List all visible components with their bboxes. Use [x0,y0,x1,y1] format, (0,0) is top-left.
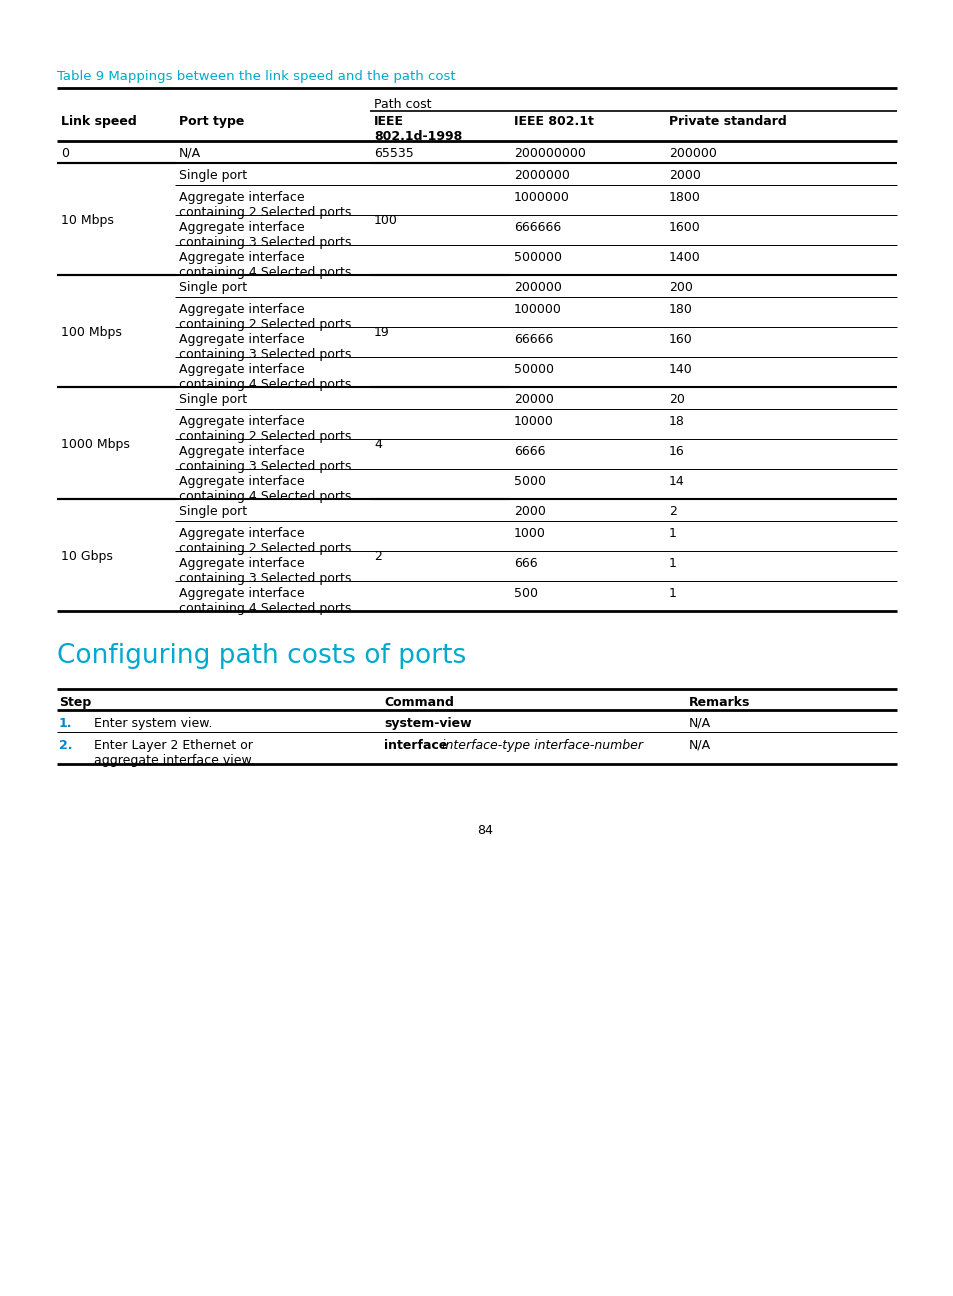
Text: Aggregate interface
containing 3 Selected ports: Aggregate interface containing 3 Selecte… [179,557,351,584]
Text: 2000: 2000 [514,505,545,518]
Text: N/A: N/A [179,146,201,159]
Text: 1400: 1400 [668,251,700,264]
Text: 1000: 1000 [514,527,545,540]
Text: 6666: 6666 [514,445,545,457]
Text: Table 9 Mappings between the link speed and the path cost: Table 9 Mappings between the link speed … [57,70,456,83]
Text: Aggregate interface
containing 2 Selected ports: Aggregate interface containing 2 Selecte… [179,303,351,330]
Text: 666666: 666666 [514,222,560,235]
Text: 1800: 1800 [668,191,700,203]
Text: 65535: 65535 [374,146,414,159]
Text: 2.: 2. [59,739,72,752]
Text: 10000: 10000 [514,415,554,428]
Text: 20000: 20000 [514,393,554,406]
Text: 20: 20 [668,393,684,406]
Text: Remarks: Remarks [688,696,750,709]
Text: Single port: Single port [179,505,247,518]
Text: Private standard: Private standard [668,115,786,128]
Text: Aggregate interface
containing 2 Selected ports: Aggregate interface containing 2 Selecte… [179,415,351,443]
Text: 1000 Mbps: 1000 Mbps [61,438,130,451]
Text: 4: 4 [374,438,381,451]
Text: Port type: Port type [179,115,244,128]
Text: 140: 140 [668,363,692,376]
Text: Path cost: Path cost [374,98,431,111]
Text: 1: 1 [668,587,677,600]
Text: 66666: 66666 [514,333,553,346]
Text: interface: interface [384,739,447,752]
Text: Aggregate interface
containing 3 Selected ports: Aggregate interface containing 3 Selecte… [179,333,351,362]
Text: Aggregate interface
containing 3 Selected ports: Aggregate interface containing 3 Selecte… [179,445,351,473]
Text: Link speed: Link speed [61,115,136,128]
Text: Enter Layer 2 Ethernet or
aggregate interface view.: Enter Layer 2 Ethernet or aggregate inte… [94,739,254,767]
Text: 100: 100 [374,214,397,227]
Text: 10 Mbps: 10 Mbps [61,214,113,227]
Text: 100000: 100000 [514,303,561,316]
Text: 200000: 200000 [668,146,716,159]
Text: Single port: Single port [179,168,247,181]
Text: 666: 666 [514,557,537,570]
Text: 50000: 50000 [514,363,554,376]
Text: 100 Mbps: 100 Mbps [61,327,122,340]
Text: 84: 84 [476,824,493,837]
Text: 5000: 5000 [514,476,545,489]
Text: 500000: 500000 [514,251,561,264]
Text: 1: 1 [668,557,677,570]
Text: Aggregate interface
containing 2 Selected ports: Aggregate interface containing 2 Selecte… [179,191,351,219]
Text: 200: 200 [668,281,692,294]
Text: 10 Gbps: 10 Gbps [61,550,112,562]
Text: Aggregate interface
containing 4 Selected ports: Aggregate interface containing 4 Selecte… [179,251,351,279]
Text: 0: 0 [61,146,69,159]
Text: 200000: 200000 [514,281,561,294]
Text: 2000000: 2000000 [514,168,569,181]
Text: 2: 2 [374,550,381,562]
Text: N/A: N/A [688,717,710,730]
Text: 16: 16 [668,445,684,457]
Text: Aggregate interface
containing 4 Selected ports: Aggregate interface containing 4 Selecte… [179,363,351,391]
Text: IEEE
802.1d-1998: IEEE 802.1d-1998 [374,115,462,143]
Text: 1000000: 1000000 [514,191,569,203]
Text: 18: 18 [668,415,684,428]
Text: Configuring path costs of ports: Configuring path costs of ports [57,643,466,669]
Text: 200000000: 200000000 [514,146,585,159]
Text: 2000: 2000 [668,168,700,181]
Text: system-view: system-view [384,717,471,730]
Text: 1: 1 [668,527,677,540]
Text: 160: 160 [668,333,692,346]
Text: Single port: Single port [179,281,247,294]
Text: Enter system view.: Enter system view. [94,717,213,730]
Text: Single port: Single port [179,393,247,406]
Text: IEEE 802.1t: IEEE 802.1t [514,115,594,128]
Text: Step: Step [59,696,91,709]
Text: 19: 19 [374,327,390,340]
Text: 500: 500 [514,587,537,600]
Text: 2: 2 [668,505,677,518]
Text: N/A: N/A [688,739,710,752]
Text: Aggregate interface
containing 4 Selected ports: Aggregate interface containing 4 Selecte… [179,587,351,616]
Text: Command: Command [384,696,454,709]
Text: Aggregate interface
containing 3 Selected ports: Aggregate interface containing 3 Selecte… [179,222,351,249]
Text: Aggregate interface
containing 4 Selected ports: Aggregate interface containing 4 Selecte… [179,476,351,503]
Text: Aggregate interface
containing 2 Selected ports: Aggregate interface containing 2 Selecte… [179,527,351,555]
Text: 180: 180 [668,303,692,316]
Text: 1.: 1. [59,717,72,730]
Text: 1600: 1600 [668,222,700,235]
Text: 14: 14 [668,476,684,489]
Text: interface-type interface-number: interface-type interface-number [437,739,642,752]
